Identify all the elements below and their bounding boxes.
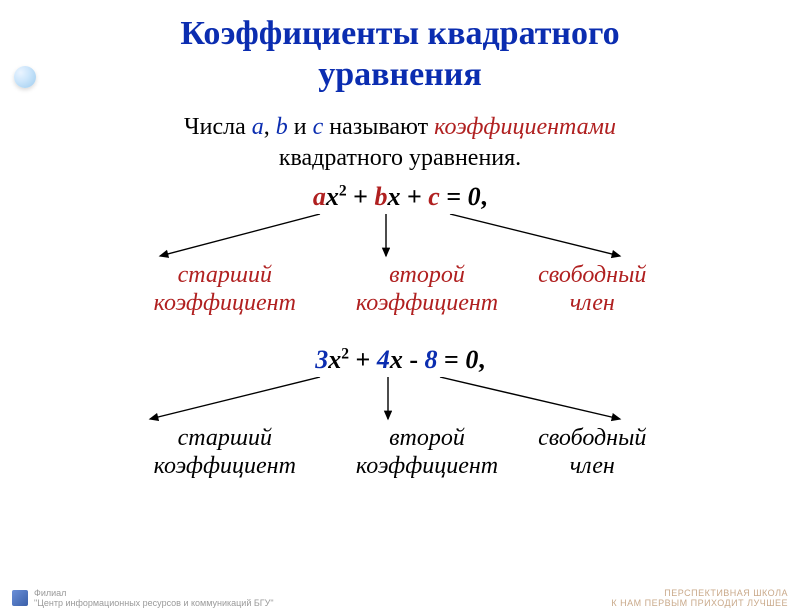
equation-example: 3x2 + 4x - 8 = 0, xyxy=(0,345,800,375)
eq1-x2: x xyxy=(387,182,400,211)
subtitle: Числа a, b и c называют коэффициентами к… xyxy=(0,112,800,174)
eq2-eq: = xyxy=(437,345,465,374)
eq2-sq: 2 xyxy=(341,346,349,363)
arrow-right xyxy=(440,377,620,419)
footer-right: ПЕРСПЕКТИВНАЯ ШКОЛА К НАМ ПЕРВЫМ ПРИХОДИ… xyxy=(611,588,788,608)
subtitle-mid: называют xyxy=(323,114,434,140)
label-free: свободный член xyxy=(538,262,646,317)
eq2-x1: x xyxy=(328,345,341,374)
equation-general: ax2 + bx + c = 0, xyxy=(0,182,800,212)
arrow-right xyxy=(450,214,620,256)
eq2-minus: - xyxy=(403,345,425,374)
var-a: a xyxy=(252,114,264,140)
var-b: b xyxy=(276,114,288,140)
eq1-a: a xyxy=(313,182,326,211)
subtitle-suffix: квадратного уравнения. xyxy=(279,145,521,171)
label-second: второй коэффициент xyxy=(356,262,498,317)
eq2-a: 3 xyxy=(315,345,328,374)
footer-logo-icon xyxy=(12,590,28,606)
footer-right-line1: ПЕРСПЕКТИВНАЯ ШКОЛА xyxy=(611,588,788,598)
label-free: свободный член xyxy=(538,425,646,480)
sep1: , xyxy=(264,114,276,140)
page-title: Коэффициенты квадратного уравнения xyxy=(0,14,800,96)
eq1-sq: 2 xyxy=(339,182,347,199)
arrow-left xyxy=(160,214,320,256)
eq1-c: c xyxy=(428,182,440,211)
decorative-bubble xyxy=(14,66,36,88)
footer-left: Филиал "Центр информационных ресурсов и … xyxy=(12,588,274,608)
subtitle-prefix: Числа xyxy=(184,114,252,140)
arrow-left xyxy=(150,377,320,419)
eq2-b: 4 xyxy=(377,345,390,374)
var-c: c xyxy=(313,114,324,140)
eq1-plus1: + xyxy=(347,182,375,211)
eq2-x2: x xyxy=(390,345,403,374)
and: и xyxy=(288,114,313,140)
footer-left-line1: Филиал xyxy=(34,588,274,598)
eq1-zero: 0 xyxy=(468,182,481,211)
label-senior: старший коэффициент xyxy=(154,425,296,480)
eq1-x1: x xyxy=(326,182,339,211)
labels-example: старший коэффициент второй коэффициент с… xyxy=(0,425,800,480)
title-line1: Коэффициенты квадратного xyxy=(180,15,619,52)
eq2-c: 8 xyxy=(424,345,437,374)
label-second: второй коэффициент xyxy=(356,425,498,480)
eq2-plus: + xyxy=(349,345,377,374)
eq1-b: b xyxy=(374,182,387,211)
eq1-plus2: + xyxy=(400,182,428,211)
arrows-example xyxy=(0,377,800,427)
label-senior: старший коэффициент xyxy=(154,262,296,317)
title-line2: уравнения xyxy=(318,56,482,93)
coef-word: коэффициентами xyxy=(434,114,616,140)
eq2-zero: 0 xyxy=(465,345,478,374)
eq1-eq: = xyxy=(440,182,468,211)
arrows-general xyxy=(0,214,800,264)
labels-general: старший коэффициент второй коэффициент с… xyxy=(0,262,800,317)
